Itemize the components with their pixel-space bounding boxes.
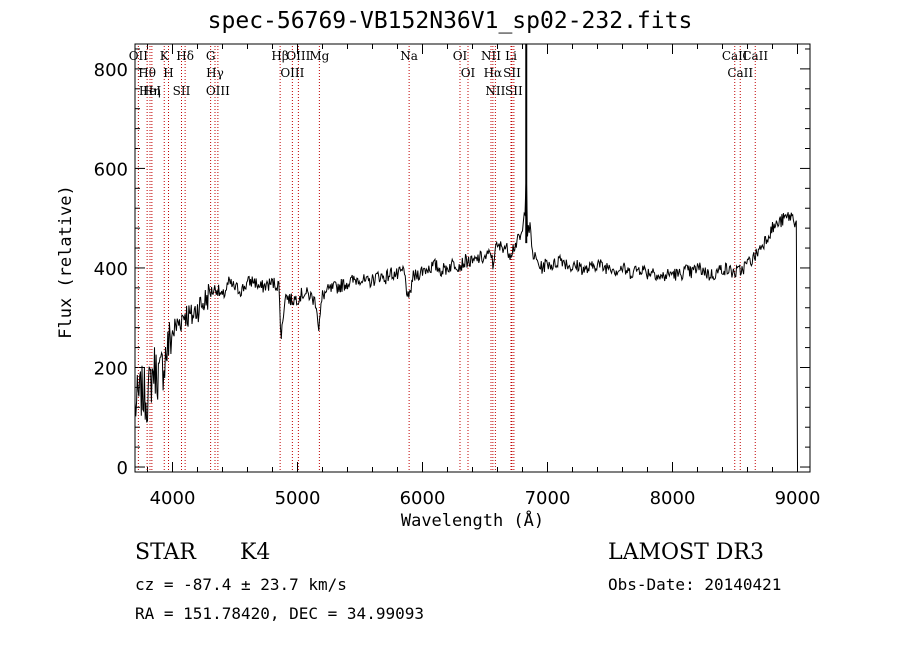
spectral-line-label: Na xyxy=(400,49,418,63)
x-tick-label: 4000 xyxy=(150,488,196,509)
spectral-line-label: OII xyxy=(129,49,149,63)
spectral-line-label: Hη xyxy=(143,84,161,98)
spectral-line-label: NII xyxy=(481,49,501,63)
spectral-line-label: NII xyxy=(485,84,505,98)
x-tick-label: 6000 xyxy=(400,488,446,509)
y-tick-label: 200 xyxy=(94,358,128,379)
tick-labels: 4000 5000 6000 7000 8000 9000 0 200 400 600 800 xyxy=(94,60,821,509)
spectral-line-markers xyxy=(137,46,756,471)
y-axis-label: Flux (relative) xyxy=(56,185,76,339)
spectral-line-label: Hθ xyxy=(138,66,156,80)
x-tick-label: 8000 xyxy=(650,488,696,509)
chart-title: spec-56769-VB152N36V1_sp02-232.fits xyxy=(207,8,693,34)
x-tick-label: 5000 xyxy=(275,488,321,509)
spectral-line-label: CaII xyxy=(727,66,753,80)
object-class: STAR xyxy=(135,540,196,565)
spectral-line-label: G xyxy=(206,49,216,63)
spectral-line-label: Hα xyxy=(484,66,503,80)
spectral-line-label: SII xyxy=(173,84,191,98)
spectral-line-label: OIII xyxy=(286,49,310,63)
spectral-line-label: Hδ xyxy=(176,49,194,63)
x-tick-label: 9000 xyxy=(775,488,821,509)
spectral-line-label: Hγ xyxy=(206,66,224,80)
spectral-line-label: OIII xyxy=(280,66,304,80)
spectral-line-label: K xyxy=(160,49,170,63)
spectral-line-label: HeI xyxy=(139,84,162,98)
x-axis-label: Wavelength (Å) xyxy=(400,511,545,531)
spectral-line-label: CaII xyxy=(742,49,768,63)
spectral-line-label: H xyxy=(163,66,173,80)
spectral-line-label: Hβ xyxy=(271,49,288,63)
axis-ticks xyxy=(135,44,810,472)
plot-frame xyxy=(134,43,811,473)
spectral-line-label: Mg xyxy=(309,49,329,63)
y-tick-label: 600 xyxy=(94,159,128,180)
spectral-line-label: Li xyxy=(505,49,517,63)
spectral-line-label: SII xyxy=(503,66,521,80)
observation-date: Obs-Date: 20140421 xyxy=(608,575,782,594)
y-tick-label: 0 xyxy=(117,458,128,479)
spectral-line-label: SII xyxy=(505,84,523,98)
spectral-line-label: OI xyxy=(453,49,468,63)
redshift-text: cz = -87.4 ± 23.7 km/s xyxy=(135,575,347,594)
y-tick-label: 400 xyxy=(94,259,128,280)
coordinates-text: RA = 151.78420, DEC = 34.99093 xyxy=(135,604,424,623)
y-tick-label: 800 xyxy=(94,60,128,81)
spectral-line-label: OI xyxy=(461,66,476,80)
spectrum-series xyxy=(134,44,798,468)
spectral-line-label: OIII xyxy=(206,84,230,98)
object-subclass: K4 xyxy=(240,540,271,565)
flux-spectrum-line xyxy=(134,174,798,468)
x-tick-label: 7000 xyxy=(525,488,571,509)
survey-name: LAMOST DR3 xyxy=(608,540,764,565)
spectral-line-label: CaII xyxy=(722,49,748,63)
